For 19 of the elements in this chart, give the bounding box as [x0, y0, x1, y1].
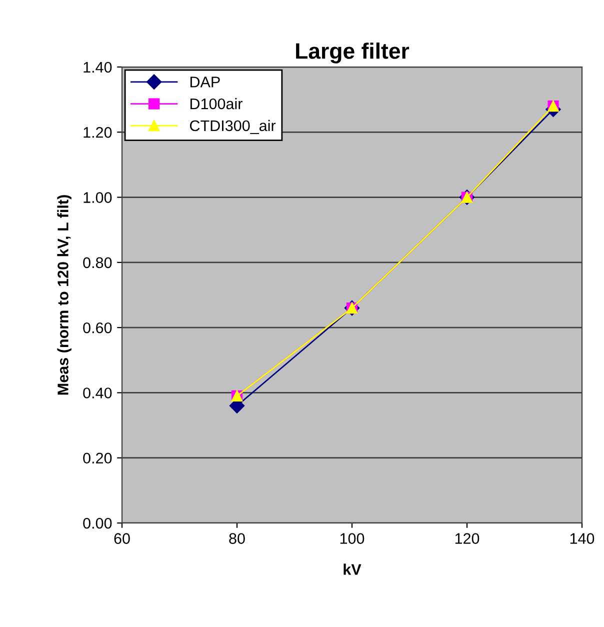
y-tick-label: 0.80	[83, 257, 112, 268]
x-tick-label: 100	[340, 533, 364, 544]
legend-label: CTDI300_air	[190, 120, 276, 134]
y-tick-label: 0.20	[83, 452, 112, 464]
x-axis-title: kV	[344, 564, 362, 575]
legend-label: DAP	[190, 76, 220, 88]
y-tick-label: 1.40	[84, 62, 112, 73]
x-tick-label: 120	[455, 533, 480, 544]
x-tick-label: 60	[114, 533, 130, 544]
x-tick-label: 140	[570, 533, 594, 544]
y-tick-label: 0.00	[83, 518, 112, 529]
y-tick-label: 0.60	[83, 322, 112, 334]
legend-label: D100air	[190, 98, 242, 110]
x-tick-label: 80	[229, 533, 245, 544]
y-tick-label: 0.40	[83, 388, 112, 398]
y-axis-title: Meas (norm to 120 kV, L filt)	[57, 195, 72, 395]
y-tick-label: 1.00	[84, 192, 112, 203]
chart-title: Large filter	[296, 42, 410, 64]
y-tick-label: 1.20	[84, 127, 112, 138]
